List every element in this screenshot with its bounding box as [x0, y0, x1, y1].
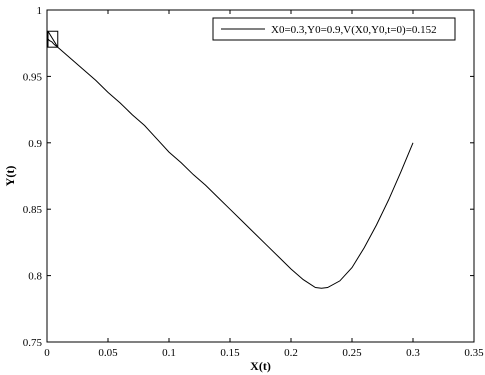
legend-entry-label: X0=0.3,Y0=0.9,V(X0,Y0,t=0)=0.152 — [271, 24, 437, 36]
series-layer — [46, 37, 414, 289]
y-tick-label: 0.75 — [23, 337, 43, 349]
y-axis-label: Y(t) — [3, 166, 17, 187]
series-line — [46, 37, 414, 289]
legend-box — [212, 17, 456, 41]
y-tick-label: 0.9 — [28, 138, 42, 150]
x-tick-label: 0.1 — [162, 347, 176, 359]
annotation-layer — [47, 30, 59, 48]
legend: X0=0.3,Y0=0.9,V(X0,Y0,t=0)=0.152 — [212, 17, 456, 41]
x-tick-label: 0.2 — [284, 347, 298, 359]
y-tick-label: 0.95 — [23, 71, 43, 83]
x-axis-label: X(t) — [250, 359, 271, 373]
y-tick-label: 0.85 — [23, 204, 43, 216]
x-tick-label: 0.35 — [464, 347, 484, 359]
y-tick-label: 1 — [37, 5, 43, 17]
y-tick-label: 0.8 — [28, 271, 42, 283]
x-tick-label: 0.3 — [406, 347, 420, 359]
annotation-box-diagonal — [47, 30, 59, 48]
annotation-box — [47, 30, 59, 48]
x-tick-label: 0.05 — [98, 347, 118, 359]
x-axis: 0 0.05 0.1 0.15 0.2 0.25 0.3 0.35 — [44, 10, 484, 359]
x-tick-label: 0 — [44, 347, 50, 359]
y-axis: 0.75 0.8 0.85 0.9 0.95 1 — [23, 5, 474, 349]
plot-frame — [46, 9, 475, 343]
x-tick-label: 0.25 — [342, 347, 362, 359]
x-tick-label: 0.15 — [220, 347, 240, 359]
